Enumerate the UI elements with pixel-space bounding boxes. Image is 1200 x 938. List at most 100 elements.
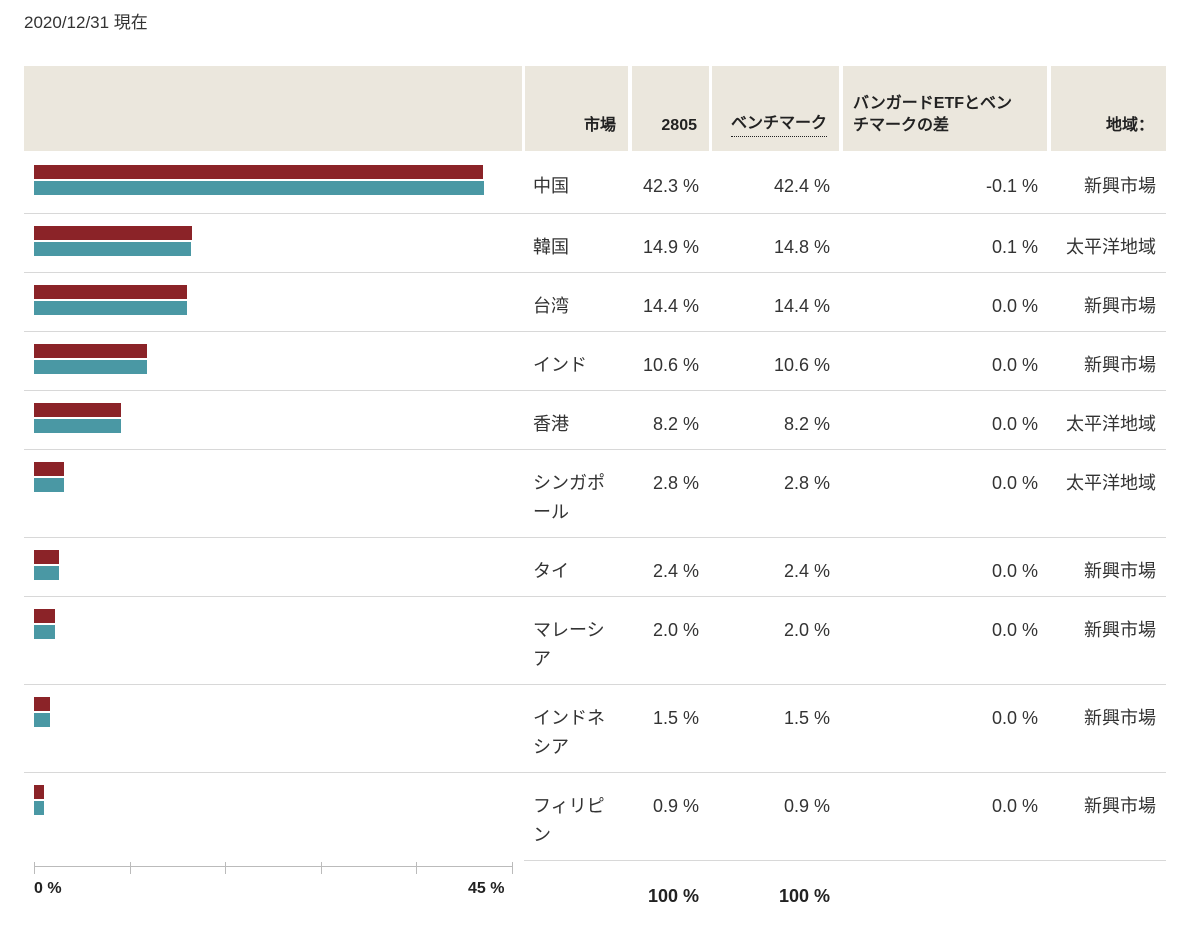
header-fund: 2805 — [661, 117, 697, 134]
market-name-line: シア — [533, 737, 569, 757]
difference-value: 0.0 % — [991, 561, 1038, 581]
header-benchmark[interactable]: ベンチマーク — [730, 113, 827, 137]
as-of-date: 2020/12/31 現在 — [24, 13, 148, 32]
region-value: 太平洋地域 — [1066, 473, 1156, 493]
benchmark-weight: 42.4 % — [773, 176, 830, 196]
x-axis-tick — [320, 862, 322, 874]
x-axis-max-label: 45 % — [468, 880, 505, 897]
benchmark-bar — [34, 478, 64, 492]
x-axis-min-label: 0 % — [34, 880, 62, 897]
benchmark-weight: 2.4 % — [783, 561, 830, 581]
difference-value: -0.1 % — [985, 176, 1038, 196]
fund-bar — [34, 550, 60, 564]
x-axis-tick — [34, 862, 35, 874]
difference-value: 0.0 % — [991, 414, 1038, 434]
fund-weight: 14.4 % — [642, 296, 699, 316]
market-name-line: シンガポ — [533, 473, 605, 493]
row-divider — [24, 272, 1166, 273]
market-name-line: フィリピ — [533, 796, 605, 816]
fund-weight: 1.5 % — [652, 708, 699, 728]
benchmark-bar — [34, 625, 56, 639]
header-chart-cell — [24, 66, 522, 151]
header-difference: バンガードETFとベン チマークの差 — [853, 93, 1012, 137]
header-benchmark-cell[interactable]: ベンチマーク — [712, 66, 839, 151]
difference-value: 0.0 % — [991, 708, 1038, 728]
row-divider — [24, 596, 1166, 597]
x-axis-tick — [129, 862, 131, 874]
total-benchmark: 100 % — [778, 886, 830, 906]
benchmark-bar — [34, 242, 192, 256]
benchmark-bar — [34, 360, 147, 374]
market-name-line: マレーシ — [533, 620, 605, 640]
fund-weight: 10.6 % — [642, 355, 699, 375]
market-name: インド — [533, 351, 623, 380]
fund-weight: 14.9 % — [642, 237, 699, 257]
row-divider — [24, 390, 1166, 391]
benchmark-weight: 14.4 % — [773, 296, 830, 316]
market-name: インドネ シア — [533, 704, 623, 762]
market-name-line: インドネ — [533, 708, 605, 728]
market-name: マレーシア — [533, 616, 623, 674]
fund-bar — [34, 697, 50, 711]
x-axis-tick — [416, 862, 418, 874]
total-fund: 100 % — [647, 886, 699, 906]
benchmark-weight: 2.8 % — [783, 473, 830, 493]
header-region-cell: 地域： — [1051, 66, 1166, 151]
market-name-line: ール — [533, 502, 569, 522]
row-divider — [24, 684, 1166, 685]
fund-weight: 2.4 % — [652, 561, 699, 581]
market-name-line: インド — [533, 355, 587, 375]
market-name: 台湾 — [533, 292, 623, 321]
fund-weight: 2.0 % — [652, 620, 699, 640]
row-divider — [24, 537, 1166, 538]
header-market-cell: 市場 — [525, 66, 628, 151]
fund-bar — [34, 226, 193, 240]
header-region: 地域： — [1105, 117, 1154, 134]
region-value: 新興市場 — [1084, 561, 1156, 581]
header-market: 市場 — [583, 117, 616, 134]
x-axis-tick — [512, 862, 513, 874]
fund-weight: 42.3 % — [642, 176, 699, 196]
row-divider — [24, 331, 1166, 332]
difference-value: 0.0 % — [991, 296, 1038, 316]
fund-bar — [34, 344, 147, 358]
benchmark-weight: 1.5 % — [783, 708, 830, 728]
benchmark-weight: 14.8 % — [773, 237, 830, 257]
market-name-line: ン — [533, 825, 551, 845]
market-name-line: ア — [533, 649, 551, 669]
row-divider — [24, 449, 1166, 450]
difference-value: 0.0 % — [991, 620, 1038, 640]
header-fund-cell: 2805 — [632, 66, 709, 151]
market-name: シンガポ ール — [533, 469, 623, 527]
header-difference-line2: チマークの差 — [853, 117, 950, 134]
fund-weight: 0.9 % — [652, 796, 699, 816]
benchmark-bar — [34, 301, 187, 315]
header-difference-cell: バンガードETFとベン チマークの差 — [843, 66, 1047, 151]
fund-bar — [34, 609, 56, 623]
benchmark-weight: 2.0 % — [783, 620, 830, 640]
market-name: タイ — [533, 557, 623, 586]
fund-bar — [34, 403, 122, 417]
region-value: 太平洋地域 — [1066, 237, 1156, 257]
region-value: 新興市場 — [1084, 796, 1156, 816]
table-bottom-line — [524, 860, 1166, 861]
region-value: 新興市場 — [1084, 620, 1156, 640]
market-name-line: 韓国 — [533, 237, 569, 257]
difference-value: 0.0 % — [991, 473, 1038, 493]
difference-value: 0.1 % — [991, 237, 1038, 257]
difference-value: 0.0 % — [991, 355, 1038, 375]
market-name-line: 台湾 — [533, 296, 569, 316]
fund-bar — [34, 285, 187, 299]
region-value: 新興市場 — [1084, 176, 1156, 196]
market-name: フィリピン — [533, 792, 623, 850]
market-name: 中国 — [533, 172, 623, 201]
difference-value: 0.0 % — [991, 796, 1038, 816]
fund-weight: 8.2 % — [652, 414, 699, 434]
row-divider — [24, 213, 1166, 214]
benchmark-weight: 0.9 % — [783, 796, 830, 816]
benchmark-bar — [34, 566, 60, 580]
fund-bar — [34, 165, 484, 179]
benchmark-weight: 8.2 % — [783, 414, 830, 434]
fund-bar — [34, 462, 64, 476]
market-name: 香港 — [533, 410, 623, 439]
